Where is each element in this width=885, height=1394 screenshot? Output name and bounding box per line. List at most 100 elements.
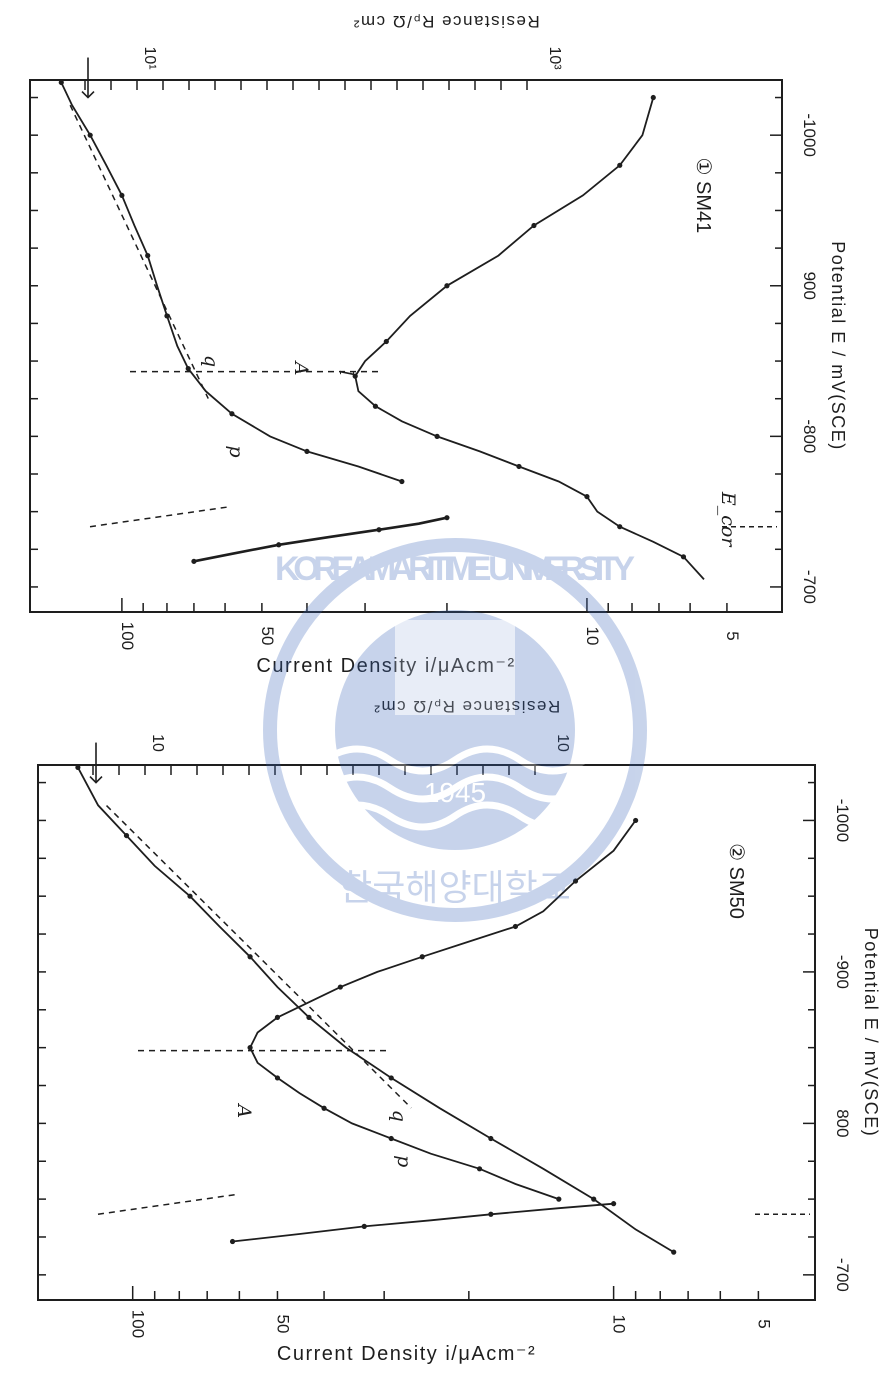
current-axis-title: Current Density i/μAcm⁻² [277,1343,536,1365]
seal-ring [263,538,647,922]
data-point [229,411,235,417]
panel-2: -1000 -900 800 -700 100 50 10 5 10 10 Potential E … [37,697,881,1365]
series-1-line [77,766,675,1253]
resistance-tick-label: 10¹ [141,46,158,69]
arrow-head [89,776,103,784]
data-point [488,1135,494,1142]
series-3-line [232,1202,614,1243]
current-tick-label: 100 [118,622,137,650]
data-point [419,954,425,960]
curve-annotation: l [335,370,357,376]
resistance-tick-label: 10³ [546,46,563,70]
data-point [617,524,623,530]
data-point [572,878,579,884]
arrow-head [81,90,95,99]
data-point [276,542,282,548]
data-point [75,764,81,771]
resistance-axis-title: Resistance Rₚ/Ω cm² [373,697,560,716]
seal-disc [335,610,575,850]
current-tick-label: 10 [583,627,602,646]
potential-tick-label: -1000 [800,113,819,156]
data-point [399,478,405,485]
data-point [584,493,590,500]
potential-axis-title: Potential E / mV(SCE) [861,928,881,1138]
data-point [187,893,193,899]
data-point [306,1014,312,1020]
potential-tick-label: -1000 [833,799,852,842]
panel-1: -1000 900 -800 -700 100 50 10 5 10¹ 10³ Potential … [29,12,848,677]
data-point [119,192,125,199]
seal-wave [323,801,587,831]
seal-building [395,620,515,715]
resistance-tick-label: 10 [149,734,166,752]
data-point [444,515,450,521]
current-tick-label: 5 [754,1319,773,1328]
data-point [376,527,382,533]
resistance-axis-title: Resistance Rₚ/Ω cm² [352,12,539,31]
data-point [321,1105,327,1111]
tafel-dashed-line [89,505,231,528]
current-tick-label: 5 [723,631,742,640]
curve-annotation: q [388,1110,410,1122]
data-point [556,1196,562,1202]
potential-tick-label: 900 [800,272,819,300]
current-tick-label: 100 [129,1310,148,1338]
tafel-dashed-line [97,1193,239,1216]
data-point [352,373,358,379]
potential-tick-label: -900 [833,955,852,989]
curve-annotation: p [225,445,247,457]
data-point [58,79,64,86]
data-point [388,1075,394,1081]
seal-wave [323,745,587,775]
data-point [476,1166,483,1172]
potential-tick-label: 800 [833,1109,852,1137]
panel-label: ① SM41 [692,158,714,234]
data-point [274,1014,281,1020]
plot-frame [37,764,816,1301]
panel-label: ② SM50 [725,843,747,919]
data-point [123,832,130,839]
data-point [383,338,389,345]
data-point [611,1201,617,1207]
series-3-line [354,97,705,581]
data-point [229,1238,236,1245]
potential-tick-label: -700 [833,1258,852,1292]
data-point [591,1196,597,1202]
current-tick-label: 50 [273,1315,292,1334]
university-seal-watermark: 1945 KOREA MARITIME UNIVERSITY 한국해양대학교 [263,538,647,922]
data-point [671,1249,677,1255]
data-point [434,433,440,439]
data-point [191,558,197,564]
potential-axis-title: Potential E / mV(SCE) [828,241,848,451]
curve-annotation: p [393,1155,415,1167]
data-point [247,1045,253,1051]
seal-name-text: KOREA MARITIME UNIVERSITY [275,550,635,588]
data-point [444,283,450,289]
curve-annotation: A [233,1102,255,1118]
seal-year: 1945 [424,777,486,808]
curve-annotation: A [290,360,312,376]
data-point [388,1135,394,1142]
data-point [337,984,343,990]
current-axis-title: Current Density i/μAcm⁻² [256,655,515,677]
data-point [145,253,151,259]
curve-annotation: E_cor [717,491,739,548]
potential-tick-label: -800 [800,419,819,453]
data-point [304,448,310,455]
seal-wave [323,773,587,803]
data-point [488,1211,494,1217]
series-1-line [60,82,403,483]
data-point [617,162,623,168]
data-point [372,403,379,409]
data-point [516,463,522,470]
current-tick-label: 50 [258,627,277,646]
data-point [512,923,519,930]
data-point [633,817,639,824]
tafel-dashed-line [69,104,209,399]
current-tick-label: 10 [610,1315,629,1334]
data-point [650,94,656,101]
data-point [247,954,253,960]
data-point [185,365,191,372]
